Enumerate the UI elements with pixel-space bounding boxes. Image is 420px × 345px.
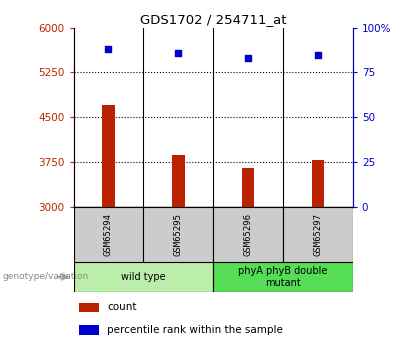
Text: wild type: wild type <box>121 272 165 282</box>
Bar <box>213 262 353 292</box>
Text: GSM65295: GSM65295 <box>174 213 183 256</box>
Bar <box>74 207 143 262</box>
Bar <box>172 155 184 207</box>
Text: percentile rank within the sample: percentile rank within the sample <box>107 325 283 335</box>
Bar <box>74 262 213 292</box>
Point <box>245 55 252 61</box>
Text: genotype/variation: genotype/variation <box>2 272 88 282</box>
Bar <box>242 168 255 207</box>
Bar <box>102 105 115 207</box>
Title: GDS1702 / 254711_at: GDS1702 / 254711_at <box>140 13 286 27</box>
Text: count: count <box>107 303 136 313</box>
Text: GSM65294: GSM65294 <box>104 213 113 256</box>
Bar <box>213 207 283 262</box>
Text: GSM65297: GSM65297 <box>313 213 323 256</box>
Bar <box>143 207 213 262</box>
Point <box>105 46 112 52</box>
Point <box>315 52 321 57</box>
Text: phyA phyB double
mutant: phyA phyB double mutant <box>238 266 328 288</box>
Bar <box>79 325 99 335</box>
Text: GSM65296: GSM65296 <box>244 213 252 256</box>
Bar <box>312 160 324 207</box>
Point <box>175 50 181 56</box>
Bar <box>79 303 99 313</box>
Bar <box>283 207 353 262</box>
